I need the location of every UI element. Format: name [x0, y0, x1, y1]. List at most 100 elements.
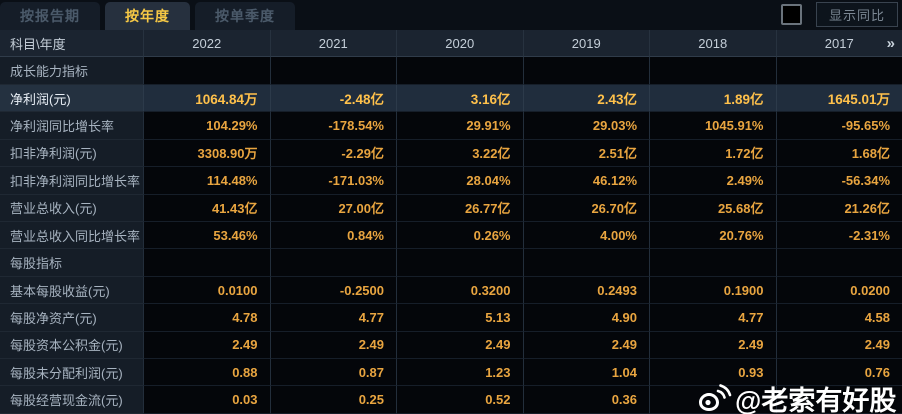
value-cell: 1045.91%	[649, 112, 776, 140]
value-cell: 0.3200	[396, 276, 523, 305]
table-row[interactable]: 基本每股收益(元) 0.0100 -0.2500 0.3200 0.2493 0.1900…	[0, 276, 902, 305]
row-label: 净利润同比增长率	[0, 112, 143, 140]
table-header-row: 科目\年度 2022 2021 2020 2019 2018 2017 »	[0, 30, 902, 58]
value-cell: 3308.90万	[143, 139, 270, 168]
show-yoy-checkbox[interactable]	[780, 4, 802, 25]
value-cell: 4.77	[269, 304, 396, 332]
row-label: 每股经营现金流(元)	[0, 386, 143, 414]
table-row[interactable]: 净利润同比增长率 104.29% -178.54% 29.91% 29.03% 1045.…	[0, 112, 902, 140]
value-cell: 29.91%	[396, 112, 523, 140]
value-cell: 20.76%	[649, 221, 776, 250]
table-row[interactable]: 每股净资产(元) 4.78 4.77 5.13 4.90 4.77 4.58	[0, 304, 902, 332]
value-cell: 26.77亿	[396, 194, 523, 222]
value-cell: 27.00亿	[269, 194, 396, 222]
value-cell: 104.29%	[143, 112, 270, 140]
section-row: 成长能力指标	[0, 57, 902, 85]
value-cell: 4.58	[775, 304, 902, 332]
tab-by-quarter[interactable]: 按单季度	[195, 2, 295, 30]
value-cell: 1.72亿	[649, 139, 776, 168]
value-cell: 0.88	[143, 359, 270, 387]
value-cell	[522, 57, 649, 85]
value-cell: 4.00%	[522, 221, 649, 250]
row-label: 每股未分配利润(元)	[0, 359, 143, 387]
value-cell: 2.49	[649, 331, 776, 360]
value-cell: 2.49	[522, 331, 649, 360]
value-cell	[396, 249, 523, 277]
tab-by-year[interactable]: 按年度	[105, 2, 190, 30]
financial-table: 科目\年度 2022 2021 2020 2019 2018 2017 » 成长…	[0, 30, 902, 414]
table-row[interactable]: 净利润(元) 1064.84万 -2.48亿 3.16亿 2.43亿 1.89亿 1645.…	[0, 84, 902, 113]
value-cell: 21.26亿	[775, 194, 902, 222]
year-column-header: 2020	[396, 30, 523, 58]
value-cell	[269, 57, 396, 85]
table-row[interactable]: 扣非净利润(元) 3308.90万 -2.29亿 3.22亿 2.51亿 1.72亿 1.6…	[0, 139, 902, 168]
value-cell	[143, 57, 270, 85]
row-label: 每股净资产(元)	[0, 304, 143, 332]
value-cell: 2.49	[269, 331, 396, 360]
show-yoy-label[interactable]: 显示同比	[815, 2, 898, 27]
year-column-header: 2022	[143, 30, 270, 58]
value-cell: 5.13	[396, 304, 523, 332]
value-cell: 0.76	[775, 359, 902, 387]
value-cell: 25.68亿	[649, 194, 776, 222]
value-cell	[396, 57, 523, 85]
value-cell: 1064.84万	[143, 84, 270, 113]
row-label: 扣非净利润(元)	[0, 139, 143, 168]
year-column-header: 2017 »	[775, 30, 902, 58]
value-cell: 46.12%	[522, 167, 649, 195]
value-cell: 1.23	[396, 359, 523, 387]
row-label: 营业总收入(元)	[0, 194, 143, 222]
yoy-controls: 显示同比	[780, 2, 902, 30]
table-row[interactable]: 营业总收入同比增长率 53.46% 0.84% 0.26% 4.00% 20.76% -2.…	[0, 221, 902, 250]
value-cell: 4.78	[143, 304, 270, 332]
value-cell: 0.25	[269, 386, 396, 414]
value-cell: -171.03%	[269, 167, 396, 195]
value-cell: 1.89亿	[649, 84, 776, 113]
value-cell: 0.2493	[522, 276, 649, 305]
value-cell: 0.1900	[649, 276, 776, 305]
value-cell: 0.87	[269, 359, 396, 387]
value-cell: 2.43亿	[522, 84, 649, 113]
value-cell: 4.77	[649, 304, 776, 332]
value-cell: 2.49	[143, 331, 270, 360]
value-cell: 114.48%	[143, 167, 270, 195]
value-cell: 53.46%	[143, 221, 270, 250]
year-column-header: 2018	[649, 30, 776, 58]
row-label: 扣非净利润同比增长率	[0, 167, 143, 195]
value-cell: 2.51亿	[522, 139, 649, 168]
year-label: 2017	[824, 35, 854, 51]
value-cell	[775, 57, 902, 85]
year-column-header: 2019	[522, 30, 649, 58]
section-row: 每股指标	[0, 249, 902, 277]
table-row[interactable]: 每股经营现金流(元) 0.03 0.25 0.52 0.36	[0, 386, 902, 414]
row-label: 成长能力指标	[0, 57, 143, 85]
table-row[interactable]: 扣非净利润同比增长率 114.48% -171.03% 28.04% 46.12% 2.4…	[0, 167, 902, 195]
value-cell: -0.2500	[269, 276, 396, 305]
table-row[interactable]: 每股资本公积金(元) 2.49 2.49 2.49 2.49 2.49 2.49	[0, 331, 902, 360]
value-cell: -95.65%	[775, 112, 902, 140]
value-cell: 2.49	[775, 331, 902, 360]
more-years-icon[interactable]: »	[886, 34, 895, 52]
value-cell	[649, 57, 776, 85]
table-row[interactable]: 每股未分配利润(元) 0.88 0.87 1.23 1.04 0.93 0.76	[0, 359, 902, 387]
value-cell: 3.22亿	[396, 139, 523, 168]
value-cell: 26.70亿	[522, 194, 649, 222]
value-cell: 0.84%	[269, 221, 396, 250]
value-cell: -2.31%	[775, 221, 902, 250]
row-label: 营业总收入同比增长率	[0, 221, 143, 250]
value-cell: 29.03%	[522, 112, 649, 140]
value-cell: 0.93	[649, 359, 776, 387]
table-row[interactable]: 营业总收入(元) 41.43亿 27.00亿 26.77亿 26.70亿 25.68亿 21…	[0, 194, 902, 222]
value-cell: 28.04%	[396, 167, 523, 195]
row-label: 净利润(元)	[0, 84, 143, 113]
value-cell: 0.52	[396, 386, 523, 414]
value-cell: 3.16亿	[396, 84, 523, 113]
value-cell: 0.36	[522, 386, 649, 414]
value-cell	[649, 249, 776, 277]
value-cell: -2.48亿	[269, 84, 396, 113]
value-cell: 2.49	[396, 331, 523, 360]
tab-by-report-period[interactable]: 按报告期	[0, 2, 100, 30]
value-cell	[143, 249, 270, 277]
value-cell	[522, 249, 649, 277]
value-cell	[775, 249, 902, 277]
